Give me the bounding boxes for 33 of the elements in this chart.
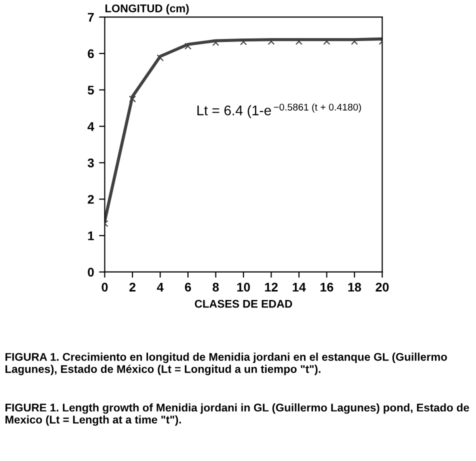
x-axis-title: CLASES DE EDAD — [194, 300, 292, 308]
y-tick-label: 1 — [88, 232, 94, 240]
point — [323, 38, 330, 45]
y-tick-label: 2 — [88, 194, 94, 204]
x-tick-label: 18 — [348, 282, 362, 292]
x-tick-label: 16 — [320, 282, 334, 292]
y-axis-title: LONGITUD (cm) — [105, 4, 189, 15]
point — [240, 38, 247, 46]
x-tick-label: 20 — [376, 282, 389, 292]
point — [184, 42, 192, 50]
point — [212, 39, 220, 46]
y-tick-label: 3 — [88, 158, 94, 168]
point — [268, 38, 275, 45]
y-tick-label: 0 — [88, 268, 94, 277]
x-tick-label: 10 — [237, 282, 250, 292]
x-tick-label: 8 — [212, 282, 219, 292]
x-tick-label: 4 — [156, 282, 164, 292]
caption: FIGURE 1. Length growth of Menidia jordani in GL (Guillermo Lagunes) pond, Estado de Mexico (Lt = Length at a time "t"). — [6, 403, 470, 426]
x-tick-label: 6 — [184, 282, 191, 292]
point — [350, 38, 358, 45]
x-tick-label: 2 — [129, 282, 136, 292]
x-tick-label: 14 — [292, 282, 306, 292]
y-tick-label: 7 — [88, 12, 94, 22]
point — [295, 38, 302, 45]
y-tick-label: 4 — [88, 122, 94, 131]
point — [156, 54, 164, 62]
annotation: Lt = 6.4 (1-e−0.5861 (t + 0.4180) — [197, 103, 361, 118]
x-tick-label: 12 — [265, 282, 278, 292]
x-tick-label: 0 — [102, 282, 108, 292]
point — [128, 96, 136, 102]
y-tick-label: 5 — [88, 86, 94, 95]
text: FIGURA 1. Crecimiento en longitud de Menidia jordani en el estanque GL (Guillermo Lagunes), Estado de México (Lt = Longitud a un tiempo "t"). — [6, 352, 447, 376]
y-tick-label: 6 — [88, 49, 94, 58]
